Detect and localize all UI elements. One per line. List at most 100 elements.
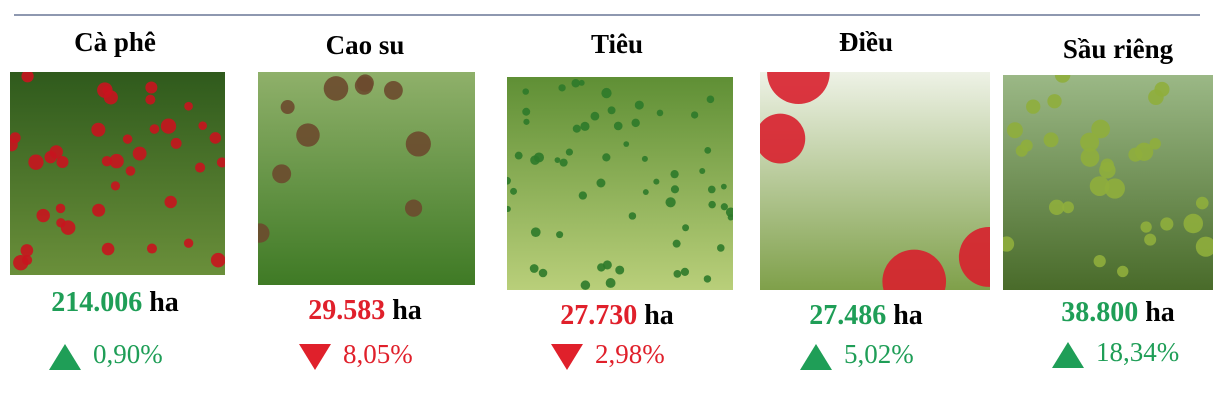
change-percent: 0,90%: [93, 339, 163, 369]
crop-card: Sầu riêng38.800 ha18,34%: [999, 34, 1214, 368]
area-number: 27.730: [560, 300, 637, 331]
arrow-up: [1052, 342, 1084, 368]
area-unit: ha: [893, 300, 923, 331]
photo-detail: [296, 123, 319, 146]
photo-detail: [682, 224, 689, 231]
photo-detail: [580, 122, 589, 131]
photo-detail: [721, 184, 727, 190]
crop-card: Tiêu 27.730 ha 2,98%: [503, 29, 735, 370]
photo-detail: [767, 41, 830, 104]
photo-detail: [721, 203, 728, 210]
area-unit: ha: [149, 287, 179, 318]
photo-detail: [539, 269, 548, 278]
photo-detail: [755, 114, 805, 164]
photo-detail: [22, 255, 32, 265]
area-unit: ha: [392, 295, 422, 326]
photo-detail: [1154, 82, 1169, 97]
photo-detail: [673, 240, 681, 248]
photo-detail: [1047, 94, 1061, 108]
photo-detail: [665, 197, 675, 207]
photo-detail: [123, 134, 133, 144]
photo-detail: [21, 244, 34, 257]
photo-detail: [250, 223, 269, 242]
arrow-down: [551, 344, 583, 370]
infographic: Cà phê214.006 ha0,90%Cao su29.583 ha8,05…: [0, 0, 1214, 405]
crop-card: Cao su29.583 ha8,05%: [250, 30, 475, 370]
photo-detail: [111, 181, 120, 190]
photo-detail: [608, 106, 616, 114]
area-value: 27.730 ha: [560, 300, 674, 331]
photo-detail: [102, 156, 112, 166]
photo-detail: [126, 166, 136, 176]
change-percent: 8,05%: [343, 339, 413, 369]
photo-detail: [161, 119, 176, 134]
crop-photo: [755, 41, 1018, 313]
crop-card: Cà phê 214.006 ha 0,90%: [5, 27, 227, 370]
photo-detail: [671, 185, 679, 193]
photo-detail: [5, 139, 18, 152]
photo-detail: [406, 131, 431, 156]
photo-detail: [558, 84, 565, 91]
photo-detail: [211, 253, 226, 268]
photo-detail: [571, 79, 579, 87]
photo-detail: [522, 108, 530, 116]
photo-detail: [717, 244, 725, 252]
photo-detail: [150, 124, 160, 134]
photo-detail: [405, 200, 422, 217]
photo-detail: [1091, 120, 1110, 139]
photo-detail: [623, 141, 629, 147]
crop-photo: [503, 77, 735, 290]
photo-detail: [522, 88, 528, 94]
photo-detail: [91, 123, 105, 137]
photo-detail: [707, 96, 715, 104]
photo-detail: [579, 191, 587, 199]
photo-detail: [36, 209, 49, 222]
photo-detail: [555, 157, 561, 163]
photo-detail: [531, 227, 541, 237]
photo-detail: [530, 264, 539, 273]
photo-detail: [384, 81, 403, 100]
crop-name: Điều: [839, 27, 893, 57]
crop-name: Cà phê: [74, 27, 156, 57]
area-space: [886, 300, 893, 331]
photo-bg: [507, 77, 733, 290]
photo-detail: [50, 145, 63, 158]
photo-detail: [198, 121, 207, 130]
photo-detail: [556, 231, 563, 238]
crop-photo: [999, 67, 1214, 290]
photo-detail: [184, 102, 193, 111]
photo-detail: [164, 196, 176, 208]
photo-detail: [210, 132, 222, 144]
photo-detail: [56, 204, 66, 214]
change-percent: 18,34%: [1096, 337, 1179, 367]
change-percent: 2,98%: [595, 339, 665, 369]
photo-detail: [171, 138, 182, 149]
crop-name: Tiêu: [591, 29, 643, 59]
photo-detail: [523, 119, 529, 125]
area-value: 27.486 ha: [809, 300, 923, 331]
arrow-up: [49, 344, 81, 370]
photo-detail: [1021, 139, 1033, 151]
photo-detail: [195, 163, 205, 173]
photo-detail: [1007, 122, 1023, 138]
crop-name: Sầu riêng: [1063, 34, 1174, 64]
change-percent: 5,02%: [844, 339, 914, 369]
crop-card: Điều 27.486 ha 5,02%: [755, 27, 1018, 370]
crop-name: Cao su: [326, 30, 405, 60]
area-space: [142, 287, 149, 318]
photo-detail: [670, 170, 678, 178]
photo-detail: [28, 155, 43, 170]
photo-detail: [1117, 266, 1128, 277]
photo-detail: [601, 88, 611, 98]
photo-detail: [1055, 67, 1071, 83]
photo-detail: [629, 212, 636, 219]
area-number: 214.006: [51, 287, 142, 318]
photo-detail: [355, 77, 373, 95]
arrow-down: [299, 344, 331, 370]
photo-detail: [681, 268, 689, 276]
photo-detail: [597, 263, 605, 271]
photo-detail: [579, 80, 585, 86]
crop-photo: [5, 70, 227, 275]
photo-detail: [61, 220, 76, 235]
photo-detail: [635, 101, 644, 110]
